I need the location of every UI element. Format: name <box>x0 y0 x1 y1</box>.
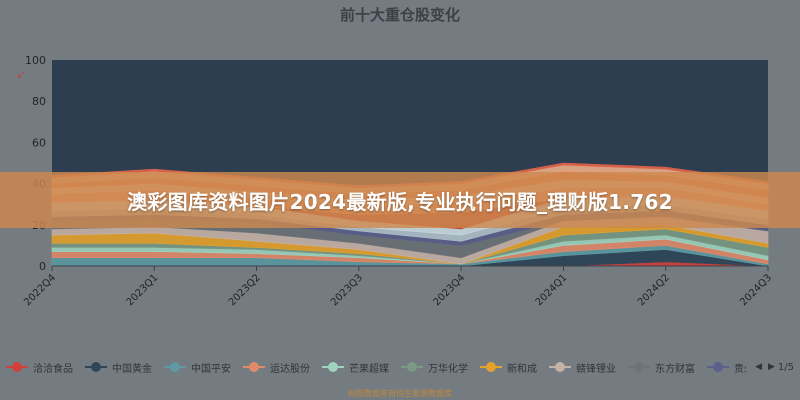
x-tick-label: 2022Q4 <box>22 272 58 308</box>
x-tick-label: 2024Q1 <box>534 272 570 308</box>
legend-swatch <box>549 361 571 373</box>
y-tick-label: 60 <box>32 136 46 149</box>
x-tick-label: 2023Q2 <box>227 272 263 308</box>
y-axis: 020406080100 <box>25 54 46 273</box>
legend-label: 芒果超媒 <box>349 363 389 375</box>
x-tick-label: 2024Q2 <box>636 272 672 308</box>
legend-prev-icon[interactable]: ◀ <box>755 362 762 372</box>
y-tick-label: 0 <box>39 260 46 273</box>
data-source-note: 制图数据来自恒生聚源数据库 <box>348 389 452 398</box>
x-tick-label: 2023Q4 <box>431 272 467 308</box>
chart-legend: 洽洽食品中国黄金中国平安运达股份芒果超媒万华化学新和成赣锋锂业东方财富贵州茅台宁… <box>6 358 746 376</box>
legend-item-7[interactable]: 新和成 <box>480 360 537 375</box>
legend-swatch <box>628 361 650 373</box>
legend-item-10[interactable]: 贵州茅台 <box>707 360 746 375</box>
legend-label: 新和成 <box>507 363 537 375</box>
legend-item-4[interactable]: 运达股份 <box>243 360 310 375</box>
legend-item-6[interactable]: 万华化学 <box>401 360 468 375</box>
legend-swatch <box>322 361 344 373</box>
legend-label: 运达股份 <box>270 363 310 375</box>
legend-label: 万华化学 <box>428 363 468 375</box>
legend-swatch <box>707 361 729 373</box>
legend-page-indicator: 1/5 <box>777 361 794 373</box>
legend-label: 赣锋锂业 <box>576 363 616 375</box>
x-axis: 2022Q4 2023Q1 2023Q2 2023Q3 2023Q4 2024Q1 2024… <box>22 265 774 308</box>
legend-label: 中国平安 <box>191 363 231 375</box>
legend-item-8[interactable]: 赣锋锂业 <box>549 360 616 375</box>
x-tick-label: 2023Q1 <box>125 272 161 308</box>
banner-text: 澳彩图库资料图片2024最新版,专业执行问题_理财版1.762 <box>127 189 673 214</box>
x-tick-label: 2023Q3 <box>329 272 365 308</box>
legend-swatch <box>401 361 423 373</box>
y-tick-label: 80 <box>32 95 46 108</box>
chart-title: 前十大重仓股变化 <box>339 6 460 24</box>
legend-label: 洽洽食品 <box>33 363 73 375</box>
legend-swatch <box>164 361 186 373</box>
arrow-icon: ➶ <box>16 69 25 82</box>
legend-pager: ◀ ▶ 1/5 <box>752 358 794 376</box>
legend-swatch <box>480 361 502 373</box>
promo-banner: 澳彩图库资料图片2024最新版,专业执行问题_理财版1.762 <box>0 172 800 228</box>
legend-next-icon[interactable]: ▶ <box>767 362 775 372</box>
legend-item-3[interactable]: 中国平安 <box>164 360 231 375</box>
legend-label: 中国黄金 <box>112 363 152 375</box>
legend-item-2[interactable]: 中国黄金 <box>85 360 152 375</box>
legend-swatch <box>85 361 107 373</box>
legend-swatch <box>6 361 28 373</box>
legend-label: 贵州茅台 <box>734 363 746 375</box>
legend-swatch <box>243 361 265 373</box>
legend-label: 东方财富 <box>655 363 695 375</box>
legend-item-9[interactable]: 东方财富 <box>628 360 695 375</box>
legend-item-1[interactable]: 洽洽食品 <box>6 360 73 375</box>
y-tick-label: 100 <box>25 54 46 67</box>
legend-item-5[interactable]: 芒果超媒 <box>322 360 389 375</box>
x-tick-label: 2024Q3 <box>738 272 774 308</box>
